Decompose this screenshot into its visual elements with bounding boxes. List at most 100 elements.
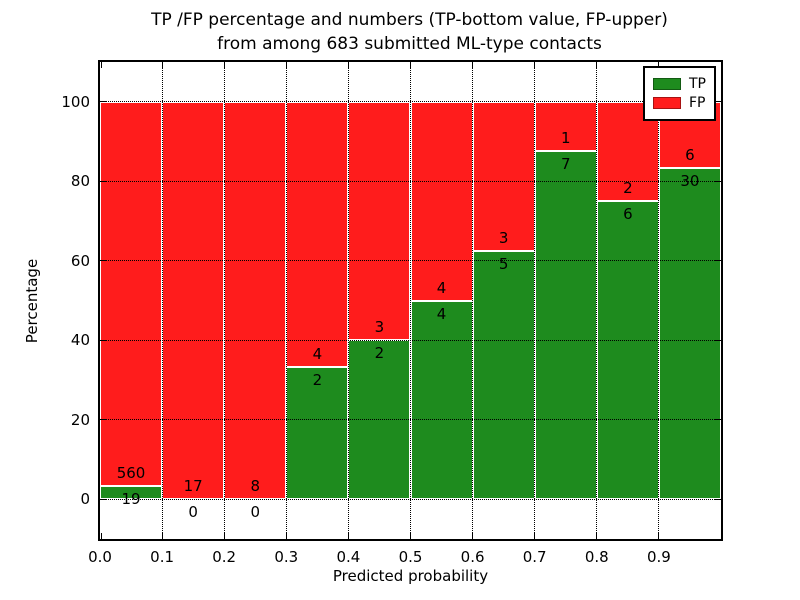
bar-segment-fp <box>224 101 287 500</box>
fp-count-label: 1 <box>560 129 571 148</box>
x-tick-label: 0.8 <box>584 548 609 566</box>
bar-segment-tp <box>658 168 721 500</box>
fp-count-label: 2 <box>623 179 633 198</box>
tp-count-label: 5 <box>498 254 509 273</box>
y-tick-mark <box>100 260 106 262</box>
tp-count-label: 30 <box>680 172 700 190</box>
x-tick-label: 0.9 <box>646 548 671 566</box>
fp-count-label: 4 <box>436 278 447 297</box>
y-tick-mark <box>100 419 106 421</box>
x-tick-mark <box>100 62 102 68</box>
x-tick-mark <box>223 533 225 539</box>
bar-segment-tp <box>596 201 659 500</box>
y-tick-label: 20 <box>70 410 90 429</box>
fp-count-label: 3 <box>374 318 385 337</box>
x-tick-mark <box>285 62 287 68</box>
bar-segment-fp <box>162 101 225 500</box>
y-tick-mark <box>100 498 106 500</box>
y-tick-label: 80 <box>70 172 90 191</box>
tp-count-label: 19 <box>121 490 141 509</box>
legend-item-tp: TP <box>653 76 706 92</box>
tp-count-label: 2 <box>374 344 385 363</box>
x-tick-label: 0.1 <box>150 548 175 566</box>
fp-count-label: 17 <box>183 477 203 496</box>
legend-label-fp: FP <box>689 95 706 111</box>
x-tick-mark <box>410 533 411 539</box>
x-tick-mark <box>223 62 225 68</box>
tp-count-label: 4 <box>436 304 447 323</box>
bar-segment-tp <box>286 366 349 500</box>
y-tick-mark <box>715 419 721 421</box>
x-tick-mark <box>658 533 660 539</box>
x-tick-mark <box>100 533 102 539</box>
y-tick-label: 100 <box>61 92 90 111</box>
bar-segment-tp <box>472 250 535 500</box>
fp-count-label: 8 <box>250 477 260 496</box>
x-tick-mark <box>472 62 474 68</box>
bar-segment-tp <box>410 300 473 500</box>
y-tick-mark <box>715 498 721 500</box>
bar-segment-fp <box>348 101 411 341</box>
chart-title: TP /FP percentage and numbers (TP-bottom… <box>99 8 720 56</box>
x-tick-mark <box>472 533 474 539</box>
bar-segment-tp <box>100 486 163 500</box>
y-tick-mark <box>715 339 721 341</box>
chart-title-line2: from among 683 submitted ML-type contact… <box>217 34 602 54</box>
x-tick-label: 0.3 <box>274 548 299 566</box>
x-tick-label: 0.4 <box>336 548 361 566</box>
x-tick-label: 0.5 <box>398 548 423 566</box>
v-gridline <box>285 62 287 539</box>
v-gridline <box>161 62 163 539</box>
v-gridline <box>472 62 474 539</box>
legend: TP FP <box>643 66 716 121</box>
v-gridline <box>223 62 225 539</box>
x-tick-label: 0.0 <box>88 548 112 566</box>
bar-segment-fp <box>100 101 163 487</box>
tp-count-label: 0 <box>188 503 198 522</box>
x-tick-mark <box>534 62 536 68</box>
plot-area: Percentage Predicted probability TP FP 5… <box>23 60 723 585</box>
tp-color-swatch <box>653 78 681 90</box>
x-tick-label: 0.2 <box>212 548 237 566</box>
tp-count-label: 0 <box>250 503 260 522</box>
legend-item-fp: FP <box>653 95 706 111</box>
y-tick-mark <box>715 260 721 262</box>
v-gridline <box>534 62 536 539</box>
bar-segment-fp <box>410 101 473 301</box>
x-tick-mark <box>161 533 163 539</box>
fp-count-label: 4 <box>312 344 323 363</box>
y-tick-label: 0 <box>80 490 90 509</box>
v-gridline <box>347 62 349 539</box>
v-gridline <box>596 62 598 539</box>
y-tick-mark <box>715 101 721 103</box>
x-tick-mark <box>161 62 163 68</box>
fp-count-label: 6 <box>685 146 695 164</box>
y-tick-mark <box>100 101 106 103</box>
tp-count-label: 7 <box>560 155 571 174</box>
y-tick-mark <box>100 180 106 182</box>
bar-segment-fp <box>472 101 535 251</box>
x-tick-mark <box>596 62 598 68</box>
fp-count-label: 3 <box>498 228 509 247</box>
y-tick-label: 40 <box>70 331 90 350</box>
bar-segment-tp <box>534 151 597 500</box>
x-tick-mark <box>285 533 287 539</box>
v-gridline <box>658 62 660 539</box>
tp-count-label: 2 <box>312 370 323 389</box>
chart-title-line1: TP /FP percentage and numbers (TP-bottom… <box>151 10 668 30</box>
fp-count-label: 560 <box>116 464 146 483</box>
x-tick-mark <box>534 533 536 539</box>
y-tick-mark <box>100 339 106 341</box>
bar-segment-fp <box>534 101 597 152</box>
x-tick-mark <box>347 533 349 539</box>
x-tick-label: 0.6 <box>460 548 485 566</box>
fp-color-swatch <box>653 97 681 109</box>
x-axis-label: Predicted probability <box>332 567 489 585</box>
tp-count-label: 6 <box>623 205 633 224</box>
x-tick-mark <box>347 62 349 68</box>
y-tick-mark <box>715 180 721 182</box>
x-tick-mark <box>410 62 411 68</box>
v-gridline <box>410 62 411 539</box>
x-tick-mark <box>596 533 598 539</box>
